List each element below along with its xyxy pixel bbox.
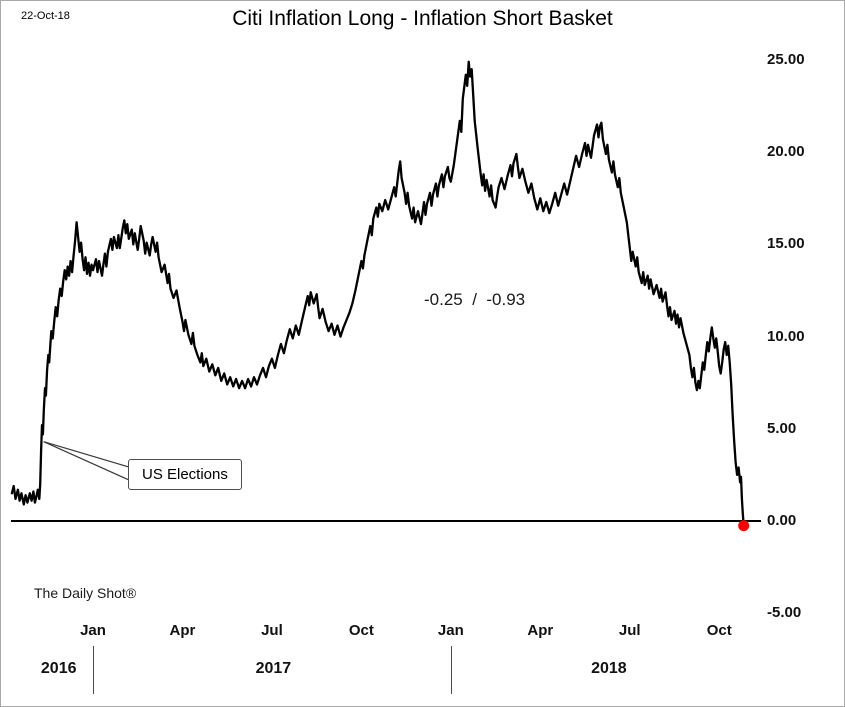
year-label: 2017 bbox=[255, 660, 292, 677]
series-line bbox=[10, 60, 745, 527]
x-tick-label: Jul bbox=[618, 622, 641, 639]
year-label: 2018 bbox=[591, 660, 627, 677]
date-stamp: 22-Oct-18 bbox=[21, 10, 70, 22]
x-tick-label: Jul bbox=[261, 622, 283, 639]
x-tick-label: Jan bbox=[437, 622, 464, 639]
y-tick-label: 25.00 bbox=[767, 51, 805, 68]
x-tick-label: Oct bbox=[706, 622, 732, 639]
year-divider-tick bbox=[93, 646, 94, 694]
x-tick-label: Oct bbox=[348, 622, 374, 639]
callout-leader-line bbox=[43, 441, 130, 468]
y-tick-label: 5.00 bbox=[767, 419, 797, 437]
daily-shot-watermark: The Daily Shot® bbox=[34, 585, 137, 601]
y-tick-label: 0.00 bbox=[767, 512, 797, 529]
year-divider-tick bbox=[450, 646, 452, 694]
y-tick-label: 20.00 bbox=[767, 143, 805, 161]
y-tick-label: -5.00 bbox=[767, 604, 802, 622]
year-label: 2016 bbox=[40, 660, 77, 677]
x-tick-label: Jan bbox=[80, 622, 106, 639]
last-value-marker bbox=[738, 520, 750, 532]
x-tick-label: Apr bbox=[527, 622, 554, 639]
us-elections-callout: US Elections bbox=[128, 459, 242, 490]
y-tick-label: 15.00 bbox=[767, 235, 805, 253]
x-tick-label: Apr bbox=[169, 622, 196, 639]
chart-title: Citi Inflation Long - Inflation Short Ba… bbox=[232, 7, 613, 30]
last-values-annotation: -0.25 / -0.93 bbox=[424, 290, 526, 309]
callout-leader-line bbox=[43, 441, 130, 481]
y-tick-label: 10.00 bbox=[767, 327, 805, 345]
